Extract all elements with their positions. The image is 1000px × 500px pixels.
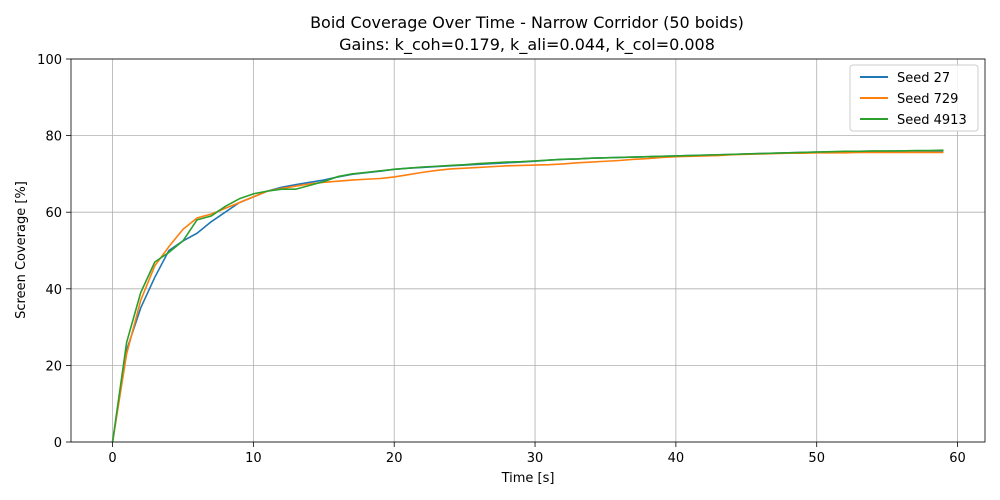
series-line-seed-27 [111,150,944,443]
x-tick-label: 30 [527,451,544,466]
y-tick-label: 80 [45,130,62,145]
y-tick-label: 20 [45,359,62,374]
y-tick-label: 0 [54,436,62,451]
legend-label: Seed 27 [897,71,950,86]
y-axis-label: Screen Coverage [%] [14,181,29,319]
y-tick-label: 100 [37,53,62,68]
legend-label: Seed 729 [897,92,958,107]
axis-ticks: 0 10 20 30 40 50 60 0 20 40 60 80 100 [37,53,966,466]
series-lines [111,149,944,443]
chart-title: Boid Coverage Over Time - Narrow Corrido… [310,13,744,32]
x-tick-label: 0 [108,451,116,466]
plot-frame [70,58,986,443]
x-tick-label: 50 [808,451,825,466]
x-tick-label: 20 [386,451,403,466]
legend: Seed 27 Seed 729 Seed 4913 [849,64,979,132]
x-tick-label: 40 [668,451,685,466]
chart-subtitle: Gains: k_coh=0.179, k_ali=0.044, k_col=0… [339,35,715,55]
grid [71,58,985,443]
legend-frame [849,64,979,132]
series-line-seed-729 [111,151,944,443]
legend-label: Seed 4913 [897,113,967,128]
x-tick-label: 60 [949,451,966,466]
y-tick-label: 40 [45,283,62,298]
series-line-seed-4913 [111,149,944,443]
x-axis-label: Time [s] [501,471,555,486]
y-tick-label: 60 [45,206,62,221]
x-tick-label: 10 [245,451,262,466]
